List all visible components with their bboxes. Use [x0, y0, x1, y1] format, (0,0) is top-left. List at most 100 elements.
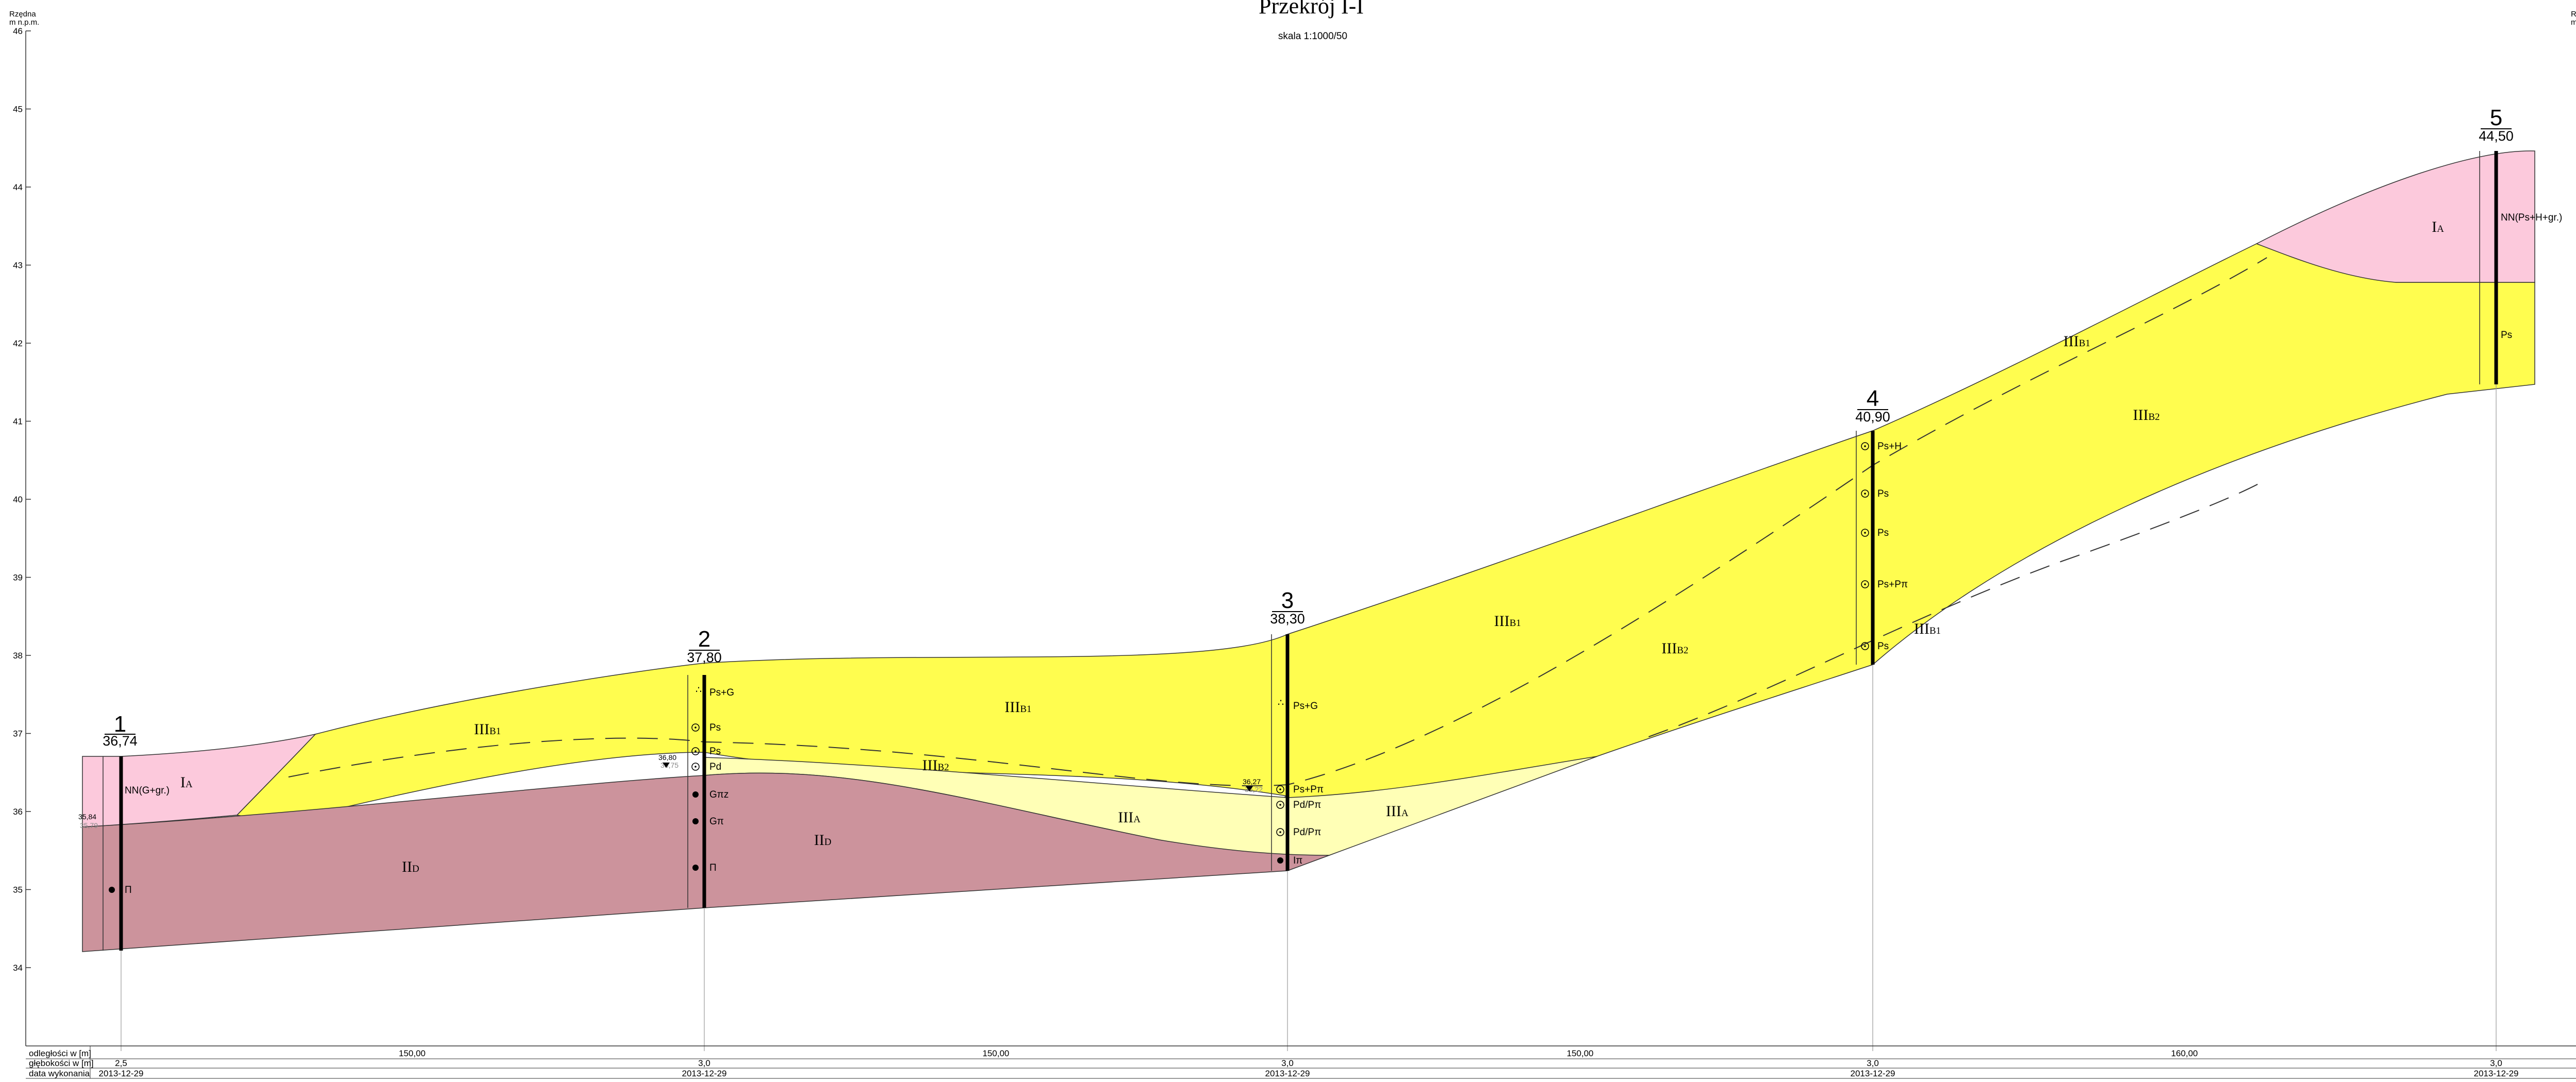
label-IIIB2-2: IIIB2	[1662, 640, 1688, 657]
borehole-4-soil-2: Ps	[1877, 488, 1889, 499]
borehole-guide-lines	[121, 384, 2497, 1051]
borehole-2-soil-4: Pd	[709, 762, 721, 772]
date-3: 2013-12-29	[1265, 1069, 1310, 1078]
axis-tick-label: 44	[13, 182, 23, 192]
depth-2: 3,0	[698, 1058, 710, 1068]
label-IIIB1-4: IIIB1	[1914, 620, 1941, 637]
borehole-5-soil-2: Ps	[2501, 330, 2512, 341]
depth-4: 3,0	[1867, 1058, 1879, 1068]
distance-2-3: 150,00	[982, 1049, 1009, 1058]
boundary-dashed-lines	[288, 257, 2267, 787]
distance-4-5: 160,00	[2171, 1049, 2198, 1058]
borehole-4-number: 4	[1867, 386, 1879, 411]
borehole-1-number: 1	[114, 712, 126, 737]
label-IIIB2-1: IIIB2	[922, 757, 949, 774]
info-table: odległości w [m] głębokości w [m] data w…	[26, 1045, 2576, 1079]
borehole-2-elevation: 37,80	[687, 650, 722, 665]
label-IIIA-2: IIIA	[1386, 803, 1409, 820]
label-IIIB1-1: IIIB1	[474, 721, 501, 738]
row-label-date: data wykonania	[29, 1069, 90, 1078]
borehole-2-number: 2	[698, 627, 710, 652]
borehole-4: 4 40,90 Ps+H Ps Ps Ps+Pπ Ps	[1855, 386, 1908, 665]
axis-tick-label: 42	[13, 339, 23, 348]
axis-tick-label: 41	[13, 417, 23, 427]
axis-label-line1: Rzędna	[9, 10, 36, 19]
borehole-2-soil-6: Gπ	[709, 816, 724, 827]
depth-1: 2,5	[115, 1058, 127, 1068]
layer-labels: IA IA IID IID IIIA IIIA IIIB1 IIIB1 IIIB…	[180, 218, 2444, 875]
depth-5: 3,0	[2490, 1058, 2502, 1068]
axis-tick-label: 34	[13, 963, 23, 973]
axis-tick-label: 35	[13, 885, 23, 895]
borehole-3-soil-4: Pd/Pπ	[1293, 827, 1321, 838]
diagram-scale: skala 1:1000/50	[1278, 31, 1347, 42]
borehole-2-soil-7: Π	[709, 863, 717, 873]
borehole-4-soil-1: Ps+H	[1877, 441, 1902, 452]
borehole-4-elevation: 40,90	[1855, 409, 1890, 425]
date-1: 2013-12-29	[99, 1069, 144, 1078]
svg-text:∴: ∴	[1278, 698, 1284, 708]
left-elevation-axis: 34 35 36 37 38 39 40 41 42 43 44 45 46 Rzędna m n.p.…	[9, 10, 39, 1046]
label-IIIB1-5: IIIB1	[2063, 333, 2090, 350]
borehole-2-soil-5: Gπz	[709, 789, 728, 800]
water-3-top: 36,27	[1243, 777, 1261, 786]
layer-IA-right	[2256, 150, 2535, 283]
axis-tick-label: 40	[13, 495, 23, 504]
label-IIIB1-2: IIIB1	[1005, 699, 1031, 716]
water-2-top: 36,80	[658, 753, 676, 762]
borehole-4-soil-5: Ps	[1877, 641, 1889, 652]
layer-IIIB	[236, 243, 2535, 856]
borehole-1-soil-1: NN(G+gr.)	[125, 785, 170, 796]
borehole-3-soil-2: Ps+Pπ	[1293, 784, 1324, 795]
water-1-top: 35,84	[78, 813, 96, 821]
boundary-IIIB2-IIIB1-lower	[1648, 479, 2267, 737]
water-2-bottom: 36,75	[660, 761, 679, 769]
borehole-3-soil-5: Iπ	[1293, 855, 1302, 866]
date-4: 2013-12-29	[1851, 1069, 1895, 1078]
water-1-bottom: 35,79	[80, 821, 98, 830]
date-2: 2013-12-29	[682, 1069, 727, 1078]
distance-1-2: 150,00	[399, 1049, 426, 1058]
borehole-1-elevation: 36,74	[103, 733, 138, 749]
axis-tick-label: 43	[13, 261, 23, 270]
borehole-4-soil-4: Ps+Pπ	[1877, 579, 1908, 590]
borehole-3: 3 38,30 ∴ Ps+G Ps+Pπ Pd/Pπ Pd/Pπ Iπ 36,2…	[1243, 588, 1324, 871]
label-IA-left: IA	[180, 774, 193, 791]
axis-label-line1-right: Rzędna	[2571, 10, 2576, 19]
borehole-5-elevation: 44,50	[2479, 128, 2514, 144]
borehole-3-number: 3	[1281, 588, 1294, 613]
borehole-5: 5 44,50 NN(Ps+H+gr.) Ps	[2479, 105, 2562, 384]
borehole-3-soil-3: Pd/Pπ	[1293, 800, 1321, 810]
axis-label-line2: m n.p.m.	[9, 18, 39, 27]
row-label-distances: odległości w [m]	[29, 1049, 91, 1058]
borehole-2-soil-3: Ps	[709, 746, 721, 757]
axis-tick-label: 45	[13, 105, 23, 114]
label-IID-right: IID	[814, 832, 832, 849]
layer-IA-left	[82, 733, 317, 827]
borehole-2: 2 37,80 ∴ Ps+G Ps Ps Pd Gπz Gπ Π 36,80 3…	[658, 627, 734, 908]
date-5: 2013-12-29	[2474, 1069, 2519, 1078]
borehole-1: 1 36,74 NN(G+gr.) Π 35,84 35,79	[78, 712, 170, 951]
axis-tick-label: 36	[13, 807, 23, 817]
label-IA-right: IA	[2432, 218, 2444, 235]
diagram-title: Przekrój I-I	[1259, 0, 1364, 19]
borehole-3-elevation: 38,30	[1270, 611, 1305, 627]
borehole-2-soil-2: Ps	[709, 722, 721, 733]
left-axis-ticks: 34 35 36 37 38 39 40 41 42 43 44 45 46	[13, 26, 31, 973]
axis-label-line2-right: m n.p.m.	[2571, 18, 2576, 27]
borehole-3-soil-1: Ps+G	[1293, 701, 1318, 712]
label-IIIB1-3: IIIB1	[1494, 613, 1521, 630]
axis-tick-label: 37	[13, 729, 23, 739]
svg-text:∴: ∴	[696, 685, 702, 696]
distance-3-4: 150,00	[1567, 1049, 1594, 1058]
label-IID-left: IID	[402, 858, 419, 875]
axis-tick-label: 39	[13, 573, 23, 583]
borehole-5-soil-1: NN(Ps+H+gr.)	[2501, 212, 2562, 223]
borehole-1-soil-2: Π	[125, 885, 132, 895]
label-IIIA-1: IIIA	[1118, 809, 1141, 826]
label-IIIB2-3: IIIB2	[2133, 407, 2160, 424]
borehole-2-soil-1: Ps+G	[709, 687, 734, 698]
row-label-depths: głębokości w [m]	[29, 1058, 94, 1068]
